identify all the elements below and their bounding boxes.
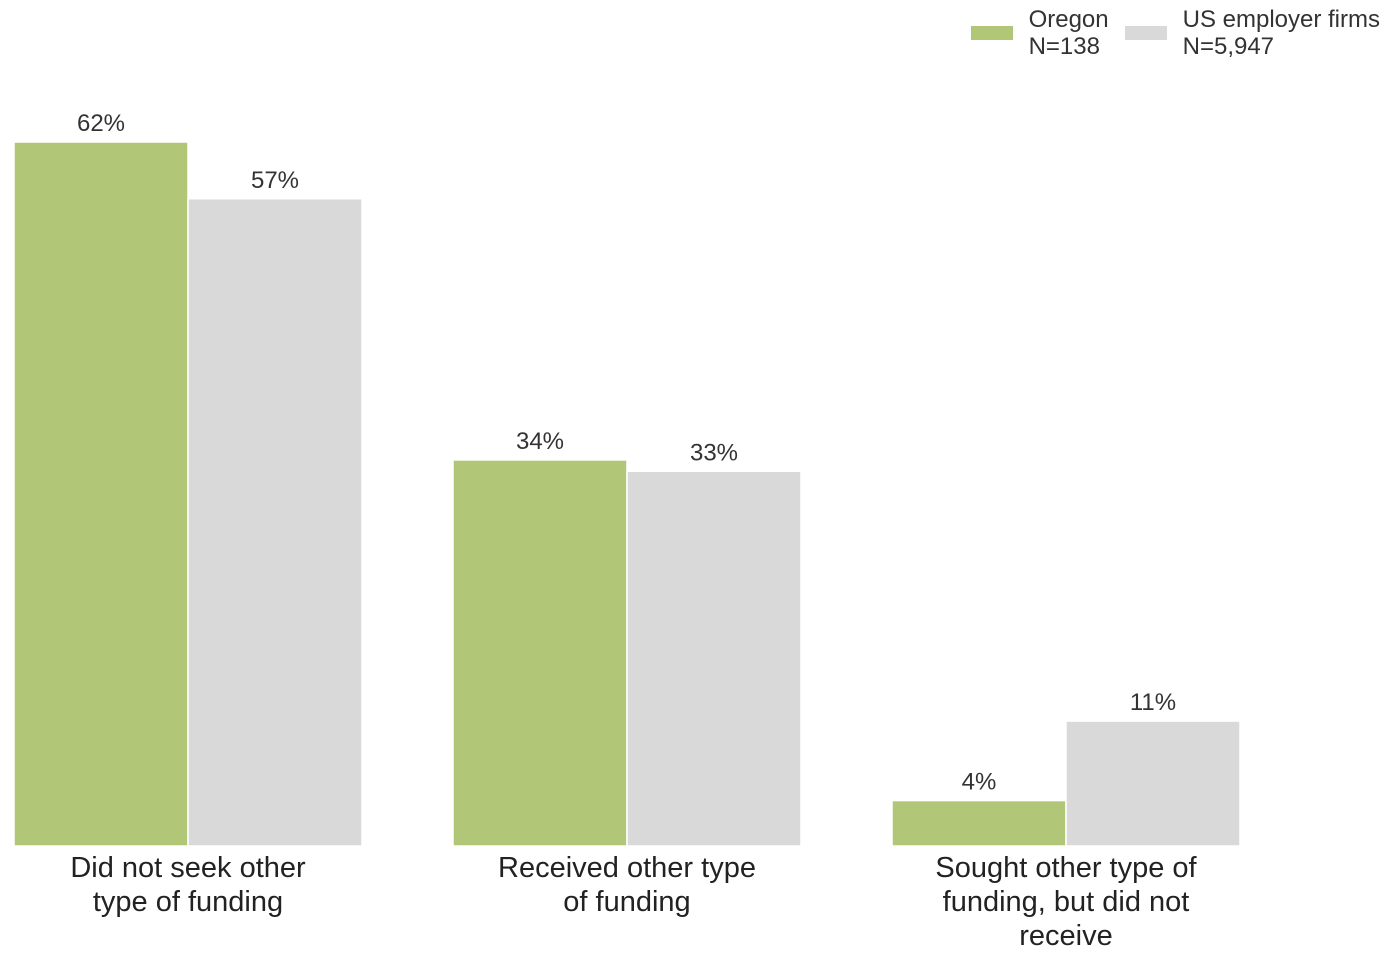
data-label-oregon-1: 62%: [77, 110, 125, 137]
x-tick-label-2-line-2: of funding: [563, 886, 690, 918]
data-label-oregon-2: 34%: [516, 428, 564, 455]
bar-us-employer-firms-1: [187, 198, 363, 847]
legend-n-oregon: N=138: [1028, 33, 1100, 60]
legend-label-oregon: Oregon: [1028, 6, 1109, 33]
data-label-us-employer-firms-3: 11%: [1130, 689, 1176, 716]
legend-swatch-us-employer-firms: [1124, 26, 1167, 40]
x-tick-label-3-line-2: funding, but did not: [943, 886, 1190, 918]
bar-oregon-3: [891, 799, 1067, 847]
data-label-us-employer-firms-2: 33%: [690, 439, 738, 466]
legend-item-us-employer-firms: US employer firms N=5,947: [1124, 6, 1380, 60]
legend-item-oregon: Oregon N=138: [970, 6, 1109, 60]
bar-us-employer-firms-2: [626, 470, 802, 847]
legend-n-us-employer-firms: N=5,947: [1182, 33, 1275, 60]
x-tick-label-3-line-3: receive: [1019, 920, 1113, 952]
data-label-oregon-3: 4%: [962, 769, 997, 796]
x-tick-label-1-line-2: type of funding: [93, 886, 283, 918]
legend-swatch-oregon: [970, 26, 1013, 40]
x-tick-label-2-line-1: Received other type: [498, 852, 756, 884]
legend: Oregon N=138 US employer firms N=5,947: [970, 6, 1380, 60]
legend-label-us-employer-firms: US employer firms: [1182, 6, 1380, 33]
bar-us-employer-firms-3: [1065, 720, 1241, 847]
bar-oregon-2: [452, 459, 628, 847]
bar-oregon-1: [13, 141, 189, 847]
x-tick-label-1-line-1: Did not seek other: [70, 852, 306, 884]
data-label-us-employer-firms-1: 57%: [251, 167, 299, 194]
x-tick-label-3-line-1: Sought other type of: [935, 852, 1197, 884]
